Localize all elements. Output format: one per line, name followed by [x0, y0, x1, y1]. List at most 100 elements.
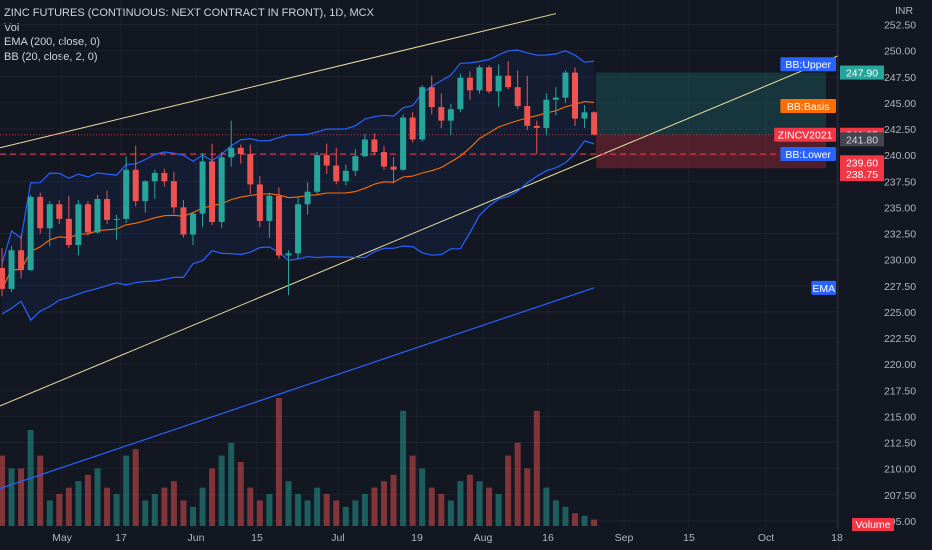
candle-body: [151, 172, 158, 182]
candle-body: [533, 125, 540, 128]
time-tick-label: 15: [683, 532, 695, 544]
time-tick-label: Jun: [188, 532, 205, 544]
volume-bar: [56, 494, 63, 526]
candle-body: [170, 181, 177, 208]
time-tick-label: Sep: [615, 532, 634, 544]
time-tick-label: Jul: [331, 532, 344, 544]
price-tick-label: 230.00: [884, 255, 916, 267]
price-tick-label: 220.00: [884, 359, 916, 371]
volume-bar: [552, 500, 559, 526]
time-tick-label: Aug: [474, 532, 493, 544]
candle-body: [113, 218, 120, 220]
price-tick-label: 237.50: [884, 176, 916, 188]
time-tick-label: May: [52, 532, 73, 544]
candle-body: [132, 169, 139, 202]
candle-body: [275, 195, 282, 256]
candle-body: [84, 204, 91, 233]
bb-basis-tag-label-box: [780, 99, 836, 114]
candle-body: [457, 77, 464, 110]
price-tick-label: 235.00: [884, 202, 916, 214]
bollinger-lower-line: [1, 140, 595, 322]
volume-bar: [94, 468, 101, 526]
volume-bar: [65, 487, 72, 526]
volume-bar: [295, 494, 302, 526]
last-price-tag-label: ZINCV2021: [778, 130, 833, 142]
candle-body: [505, 75, 512, 88]
last-price-tag-label-box: [774, 127, 836, 142]
volume-tag-label: Volume: [855, 519, 890, 531]
time-axis-background: [0, 528, 838, 550]
volume-bar: [381, 481, 387, 526]
candle-body: [190, 213, 196, 235]
volume-bar: [409, 455, 416, 526]
volume-bar: [75, 481, 82, 526]
volume-tag-box: [852, 518, 894, 531]
volume-bar: [466, 474, 473, 526]
volume-bar: [400, 410, 407, 526]
target-price-tag: 247.90: [840, 65, 884, 80]
bb-upper-tag-label: BB:Upper: [785, 59, 831, 71]
volume-bar: [161, 487, 168, 526]
candle-body: [466, 77, 473, 91]
candle-body: [572, 72, 578, 119]
stop-price-tag-1-value: 239.60: [846, 157, 878, 169]
candle-body: [514, 87, 521, 107]
volume-bar: [190, 506, 196, 526]
volume-bar: [104, 487, 111, 526]
bollinger-upper-line: [1, 49, 595, 264]
time-tick-label: 19: [411, 532, 423, 544]
volume-bar: [113, 494, 120, 526]
volume-bar: [390, 474, 397, 526]
candle-body: [428, 87, 435, 108]
price-tick-label: 207.50: [884, 490, 916, 502]
grid: [0, 0, 838, 528]
volume-tag: Volume: [852, 518, 894, 531]
candle-body: [161, 172, 168, 182]
price-tick-label: 242.50: [884, 124, 916, 136]
channel-lower-line: [0, 34, 889, 407]
candle-body: [199, 161, 206, 214]
price-axis[interactable]: 252.50 250.00 247.50 245.00 242.50 240.00 237.…: [837, 0, 932, 550]
time-axis[interactable]: May 17 Jun 15 Jul 19 Aug 16 Sep 15 Oct 18: [0, 528, 843, 550]
candle-body: [314, 155, 321, 192]
volume-bar: [572, 513, 578, 526]
candle-body: [495, 75, 502, 92]
bb-basis-tag-label: BB:Basis: [787, 101, 830, 113]
candle-body: [285, 253, 292, 256]
ema-tag-label-box: [811, 280, 836, 295]
price-tick-label: 210.00: [884, 464, 916, 476]
candle-body: [486, 67, 493, 92]
entry-price-tag-value: 241.80: [846, 134, 878, 146]
volume-bar: [304, 500, 311, 526]
bb-upper-tag: BB:Upper: [780, 57, 836, 72]
target-price-tag-value: 247.90: [846, 68, 878, 80]
volume-bar: [352, 500, 359, 526]
price-tick-label: 247.50: [884, 72, 916, 84]
volume-bar: [170, 481, 177, 526]
candle-body: [438, 107, 445, 121]
candle-body: [552, 97, 559, 100]
candle-body: [37, 196, 44, 229]
candle-body: [342, 170, 349, 182]
volume-bar: [457, 481, 464, 526]
candle-body: [266, 195, 273, 221]
candle-body: [65, 218, 72, 245]
stop-price-tag-1-value-box: [840, 155, 884, 170]
candle-body: [256, 184, 263, 221]
volume-bar: [46, 500, 53, 526]
candle-body: [142, 181, 149, 202]
candle-body: [352, 156, 359, 171]
price-tick-label: 215.00: [884, 411, 916, 423]
candle-body: [591, 112, 598, 135]
price-tick-label: 212.50: [884, 438, 916, 450]
volume-bar: [18, 468, 25, 526]
candle-body: [524, 106, 531, 126]
volume-bar: [151, 494, 158, 526]
candle-body: [361, 139, 368, 157]
volume-bar: [543, 487, 550, 526]
bb-basis-tag: BB:Basis: [780, 99, 836, 114]
stop-price-tag-1: 239.60: [840, 155, 884, 170]
volume-bars: [0, 398, 598, 526]
candle-body: [56, 204, 63, 219]
